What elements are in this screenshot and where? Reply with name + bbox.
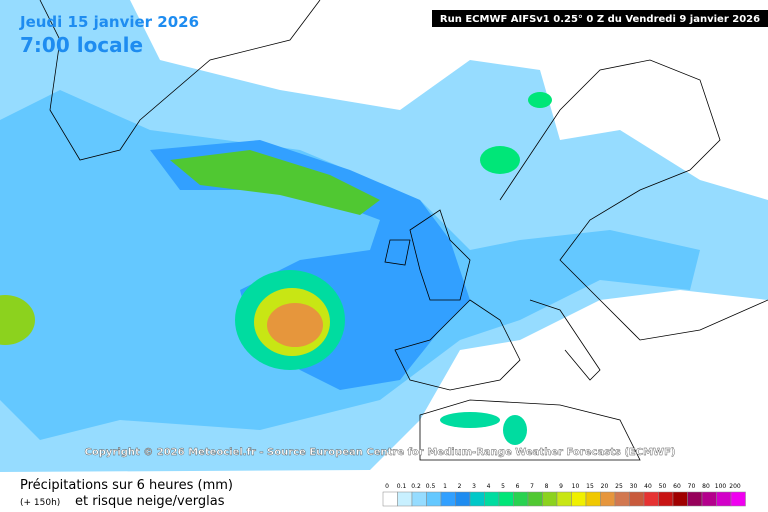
legend-lead: (+ 150h) [20,498,60,508]
scale-label: 0 [385,483,389,490]
scale-label: 2 [458,483,462,490]
coastline [529,299,601,381]
scale-swatch [455,491,471,507]
scale-label: 1 [443,483,447,490]
scale-label: 20 [601,483,609,490]
scale-swatch [571,491,587,507]
scale-label: 200 [729,483,741,490]
scale-swatch [600,491,616,507]
scale-label: 60 [673,483,681,490]
scale-swatch [585,491,601,507]
scale-label: 10 [572,483,580,490]
scale-label: 6 [516,483,520,490]
scale-swatch [411,491,427,507]
coastline [409,209,471,301]
color-scale: 0 0.1 0.2 0.5 1 2 3 4 5 6 7 8 9 10 15 20 25 30 40 50 60 70 80 1… [382,483,746,507]
precip-cell [503,415,527,445]
scale-label: 3 [472,483,476,490]
scale-label: 0.5 [426,483,436,490]
run-banner [432,10,768,27]
scale-swatch [469,491,485,507]
scale-swatch [701,491,717,507]
scale-label: 100 [715,483,727,490]
scale-label: 50 [659,483,667,490]
scale-swatch [556,491,572,507]
scale-swatch [542,491,558,507]
precip-band [170,150,380,215]
scale-swatch [716,491,732,507]
scale-swatch [397,491,413,507]
scale-label: 15 [586,483,594,490]
scale-swatch [643,491,659,507]
scale-swatch [382,491,398,507]
scale-label: 25 [615,483,623,490]
coastline [419,399,641,461]
scale-label: 0.2 [411,483,421,490]
scale-swatch [440,491,456,507]
map [0,0,768,472]
scale-label: 9 [559,483,563,490]
precip-heavy [150,140,470,390]
legend-title: Précipitations sur 6 heures (mm) [20,478,233,493]
coastline [499,59,768,341]
scale-label: 70 [688,483,696,490]
scale-swatch [527,491,543,507]
scale-label: 80 [702,483,710,490]
copyright: Copyright © 2026 Meteociel.fr - Source E… [85,447,676,458]
scale-label: 0.1 [397,483,407,490]
coastline [39,0,321,161]
scale-label: 30 [630,483,638,490]
scale-label: 4 [487,483,491,490]
scale-swatch [687,491,703,507]
scale-swatch [513,491,529,507]
scale-label: 40 [644,483,652,490]
coastline [394,299,521,391]
time-label: 7:00 locale [20,33,143,57]
scale-swatch [426,491,442,507]
scale-label: 7 [530,483,534,490]
scale-swatch [498,491,514,507]
scale-label: 8 [545,483,549,490]
scale-swatch [658,491,674,507]
scale-swatch [730,491,746,507]
run-label: Run ECMWF AIFSv1 0.25° 0 Z du Vendredi 9… [440,14,760,25]
legend-subtitle: et risque neige/verglas [75,494,225,509]
scale-swatch [484,491,500,507]
scale-swatch [672,491,688,507]
precip-cell [528,92,552,108]
scale-swatch [614,491,630,507]
precip-cell [480,146,520,174]
scale-label: 5 [501,483,505,490]
scale-swatch [629,491,645,507]
precip-cell [0,295,35,345]
precip-core [267,303,323,347]
precip-cell [440,412,500,428]
date-label: Jeudi 15 janvier 2026 [19,13,199,31]
coastline [384,239,411,266]
